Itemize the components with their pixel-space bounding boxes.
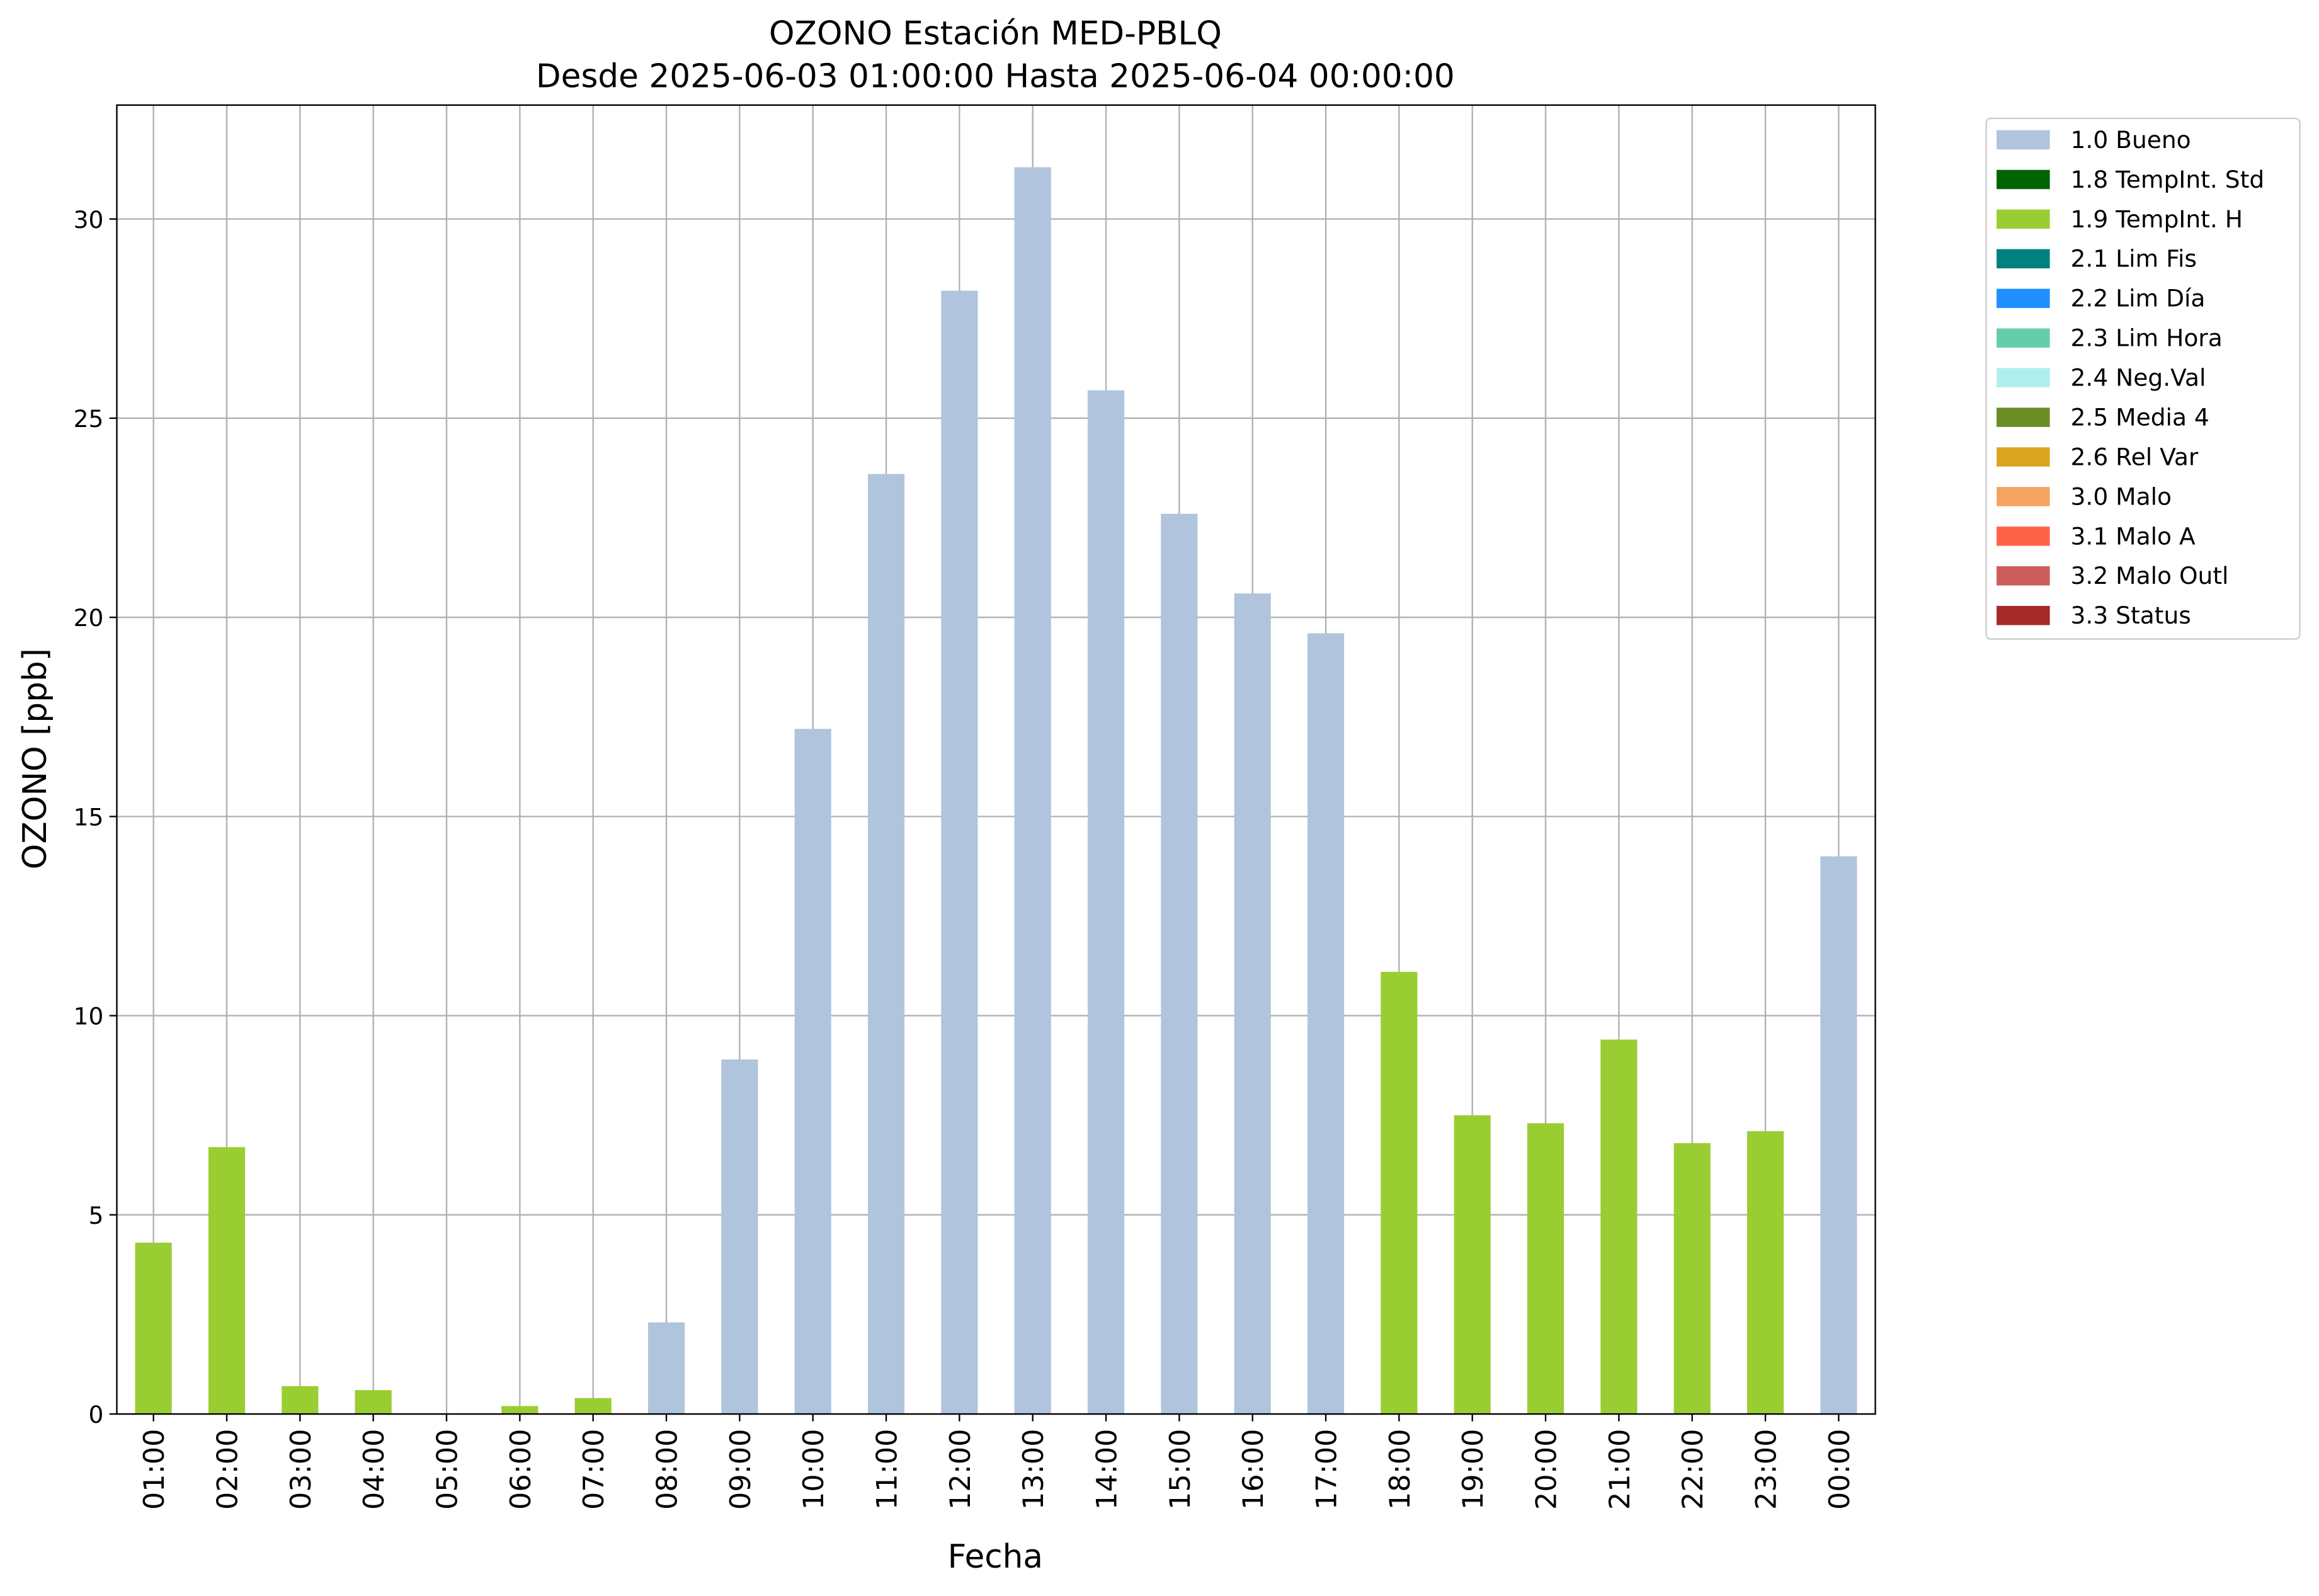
x-tick-label: 09:00 xyxy=(724,1429,757,1510)
y-tick-label: 25 xyxy=(74,405,104,433)
legend-label: 3.0 Malo xyxy=(2071,482,2172,510)
x-tick-label: 11:00 xyxy=(870,1429,903,1510)
legend-swatch xyxy=(1997,527,2050,546)
x-axis-label: Fecha xyxy=(948,1538,1043,1576)
x-tick-label: 12:00 xyxy=(944,1429,977,1510)
x-tick-label: 13:00 xyxy=(1017,1429,1050,1510)
legend-label: 2.2 Lim Día xyxy=(2071,285,2206,312)
chart-title: OZONO Estación MED-PBLQ xyxy=(769,15,1222,53)
bars xyxy=(135,167,1857,1415)
x-tick-label: 08:00 xyxy=(651,1429,683,1510)
legend-swatch xyxy=(1997,487,2050,506)
legend-swatch xyxy=(1997,130,2050,150)
legend-swatch xyxy=(1997,447,2050,467)
x-tick-label: 19:00 xyxy=(1457,1429,1490,1510)
legend-swatch xyxy=(1997,169,2050,190)
bar xyxy=(135,1243,172,1415)
legend-label: 1.8 TempInt. Std xyxy=(2071,166,2265,193)
x-tick-label: 10:00 xyxy=(797,1429,830,1510)
bar xyxy=(574,1398,612,1415)
x-tick-label: 03:00 xyxy=(285,1429,317,1510)
legend-box xyxy=(1985,117,2301,640)
bar xyxy=(721,1059,758,1415)
bar xyxy=(1820,856,1857,1415)
legend-label: 2.3 Lim Hora xyxy=(2071,324,2223,352)
bar xyxy=(1673,1143,1711,1415)
bar xyxy=(1746,1131,1784,1415)
axes: 0 5 10 15 20 25 30 01:00 02:00 03:00 04:00 05:00 06:… xyxy=(74,206,1856,1510)
x-tick-label: 21:00 xyxy=(1604,1429,1636,1510)
legend-label: 1.0 Bueno xyxy=(2071,126,2191,154)
legend-label: 1.9 TempInt. H xyxy=(2071,205,2243,233)
x-tick-label: 05:00 xyxy=(431,1429,464,1510)
bar xyxy=(501,1406,538,1415)
chart-subtitle: Desde 2025-06-03 01:00:00 Hasta 2025-06-… xyxy=(536,58,1455,96)
y-axis-label: OZONO [ppb] xyxy=(16,648,54,869)
bar xyxy=(1234,593,1271,1415)
legend-label: 2.5 Media 4 xyxy=(2071,403,2209,431)
legend-label: 3.2 Malo Outl xyxy=(2071,562,2229,590)
legend-label: 2.4 Neg.Val xyxy=(2071,364,2206,392)
y-tick-label: 0 xyxy=(88,1401,103,1428)
legend-label: 2.6 Rel Var xyxy=(2071,443,2199,470)
bar xyxy=(1454,1115,1491,1415)
x-tick-label: 00:00 xyxy=(1823,1429,1856,1510)
bar xyxy=(867,474,905,1415)
y-tick-label: 15 xyxy=(74,803,104,831)
bar xyxy=(1014,167,1051,1415)
bar xyxy=(794,729,831,1415)
bar xyxy=(1307,633,1345,1415)
x-tick-label: 02:00 xyxy=(211,1429,244,1510)
x-tick-label: 17:00 xyxy=(1310,1429,1343,1510)
x-tick-label: 07:00 xyxy=(578,1429,610,1510)
x-tick-label: 01:00 xyxy=(138,1429,171,1510)
x-tick-label: 06:00 xyxy=(504,1429,537,1510)
y-tick-label: 20 xyxy=(74,604,104,632)
legend: 1.0 Bueno 1.8 TempInt. Std 1.9 TempInt. H 2… xyxy=(1985,117,2301,640)
legend-swatch xyxy=(1997,209,2050,229)
y-tick-label: 10 xyxy=(74,1003,104,1030)
x-tick-label: 04:00 xyxy=(358,1429,390,1510)
legend-swatch xyxy=(1997,368,2050,387)
legend-label: 3.1 Malo A xyxy=(2071,522,2196,550)
legend-swatch xyxy=(1997,408,2050,427)
bar xyxy=(1087,390,1125,1415)
bar xyxy=(1600,1039,1638,1415)
y-tick-label: 30 xyxy=(74,206,104,234)
x-tick-label: 20:00 xyxy=(1530,1429,1563,1510)
x-tick-label: 18:00 xyxy=(1384,1429,1416,1510)
bar xyxy=(355,1390,392,1415)
x-tick-label: 22:00 xyxy=(1677,1429,1709,1510)
bar xyxy=(647,1322,685,1415)
legend-label: 2.1 Lim Fis xyxy=(2071,245,2197,273)
x-tick-label: 15:00 xyxy=(1164,1429,1197,1510)
legend-swatch xyxy=(1997,605,2050,625)
bar xyxy=(208,1147,246,1415)
x-tick-label: 23:00 xyxy=(1750,1429,1782,1510)
bar xyxy=(1161,513,1198,1415)
bar xyxy=(941,290,978,1415)
bar xyxy=(1381,972,1418,1415)
x-tick-label: 16:00 xyxy=(1237,1429,1270,1510)
legend-label: 3.3 Status xyxy=(2071,601,2191,629)
y-tick-label: 5 xyxy=(88,1202,103,1229)
x-tick-label: 14:00 xyxy=(1090,1429,1123,1510)
legend-swatch xyxy=(1997,566,2050,586)
legend-swatch xyxy=(1997,249,2050,269)
plot-frame xyxy=(116,104,1876,1415)
legend-swatch xyxy=(1997,288,2050,309)
bar xyxy=(1527,1123,1564,1415)
bar xyxy=(282,1386,319,1415)
legend-swatch xyxy=(1997,328,2050,348)
